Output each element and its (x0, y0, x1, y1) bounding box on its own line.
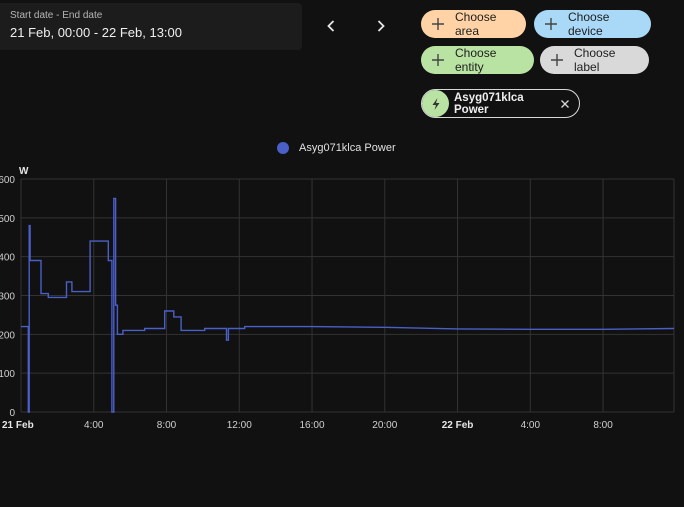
x-tick-label: 8:00 (593, 420, 613, 431)
chevron-right-icon (377, 20, 385, 32)
x-tick-label: 4:00 (521, 420, 541, 431)
remove-entity-close-icon[interactable] (559, 98, 571, 110)
x-tick-label: 4:00 (84, 420, 104, 431)
choose-label-chip[interactable]: Choose label (540, 46, 649, 74)
y-axis: 0 100 200 300 400 500 600 W (0, 166, 29, 419)
date-range-picker[interactable]: Start date - End date 21 Feb, 00:00 - 22… (0, 3, 302, 50)
x-axis: 21 Feb 4:00 8:00 12:00 16:00 20:00 22 Feb 4:00 8… (2, 420, 613, 431)
date-range-label: Start date - End date (10, 10, 103, 21)
chart-legend-item[interactable]: Asyg071klca Power (277, 142, 396, 154)
choose-label-label: Choose label (574, 46, 616, 74)
plus-icon (550, 53, 564, 67)
choose-entity-chip[interactable]: Choose entity (421, 46, 534, 74)
plus-icon (431, 53, 445, 67)
choose-area-chip[interactable]: Choose area (421, 10, 526, 38)
x-tick-label: 8:00 (157, 420, 177, 431)
choose-device-chip[interactable]: Choose device (534, 10, 651, 38)
chart-grid (20, 178, 675, 413)
y-tick-label: 400 (0, 253, 15, 264)
y-tick-label: 100 (0, 369, 15, 380)
x-tick-label: 16:00 (300, 420, 325, 431)
date-range-value[interactable]: 21 Feb, 00:00 - 22 Feb, 13:00 (10, 25, 183, 40)
lightning-bolt-icon (422, 90, 449, 117)
y-tick-label: 600 (0, 175, 15, 186)
power-series-line (21, 197, 675, 413)
x-tick-label: 12:00 (227, 420, 252, 431)
legend-series-name: Asyg071klca Power (299, 142, 396, 154)
x-tick-label: 22 Feb (442, 420, 474, 431)
y-tick-label: 300 (0, 292, 15, 303)
chevron-left-icon (327, 20, 335, 32)
plus-icon (544, 17, 558, 31)
x-tick-label: 20:00 (372, 420, 397, 431)
selected-entity-chip[interactable]: Asyg071klca Power (421, 89, 580, 118)
y-tick-label: 0 (9, 408, 15, 419)
choose-entity-label: Choose entity (455, 46, 497, 74)
y-axis-unit-label: W (19, 166, 29, 177)
y-tick-label: 500 (0, 214, 15, 225)
y-tick-label: 200 (0, 330, 15, 341)
x-tick-label: 21 Feb (2, 420, 34, 431)
choose-device-label: Choose device (568, 10, 610, 38)
selected-entity-name: Asyg071klca Power (454, 91, 524, 116)
choose-area-label: Choose area (455, 10, 497, 38)
next-period-button[interactable] (365, 10, 397, 42)
legend-color-dot (277, 142, 289, 154)
power-history-chart: 0 100 200 300 400 500 600 W 21 Feb 4:00 8:00 12:00… (0, 166, 675, 431)
plus-icon (431, 17, 445, 31)
previous-period-button[interactable] (315, 10, 347, 42)
